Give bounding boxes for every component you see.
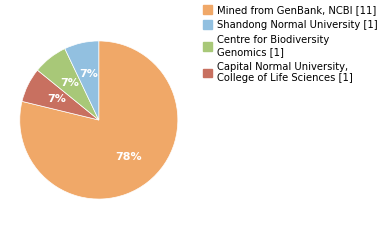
Wedge shape: [38, 49, 99, 120]
Text: 7%: 7%: [60, 78, 79, 88]
Wedge shape: [22, 70, 99, 120]
Text: 7%: 7%: [79, 69, 98, 79]
Wedge shape: [65, 41, 99, 120]
Legend: Mined from GenBank, NCBI [11], Shandong Normal University [1], Centre for Biodiv: Mined from GenBank, NCBI [11], Shandong …: [203, 5, 377, 83]
Text: 7%: 7%: [47, 94, 66, 104]
Text: 78%: 78%: [115, 152, 141, 162]
Wedge shape: [20, 41, 178, 199]
